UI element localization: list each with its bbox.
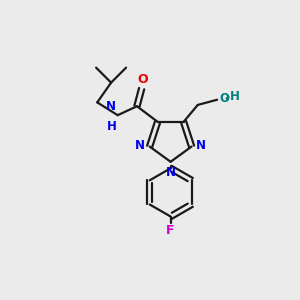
Text: N: N	[135, 139, 145, 152]
Text: F: F	[167, 224, 175, 238]
Text: N: N	[106, 100, 116, 113]
Text: N: N	[166, 166, 176, 179]
Text: N: N	[196, 139, 206, 152]
Text: H: H	[106, 120, 116, 133]
Text: O: O	[137, 73, 148, 86]
Text: O: O	[219, 92, 229, 105]
Text: H: H	[230, 90, 239, 103]
